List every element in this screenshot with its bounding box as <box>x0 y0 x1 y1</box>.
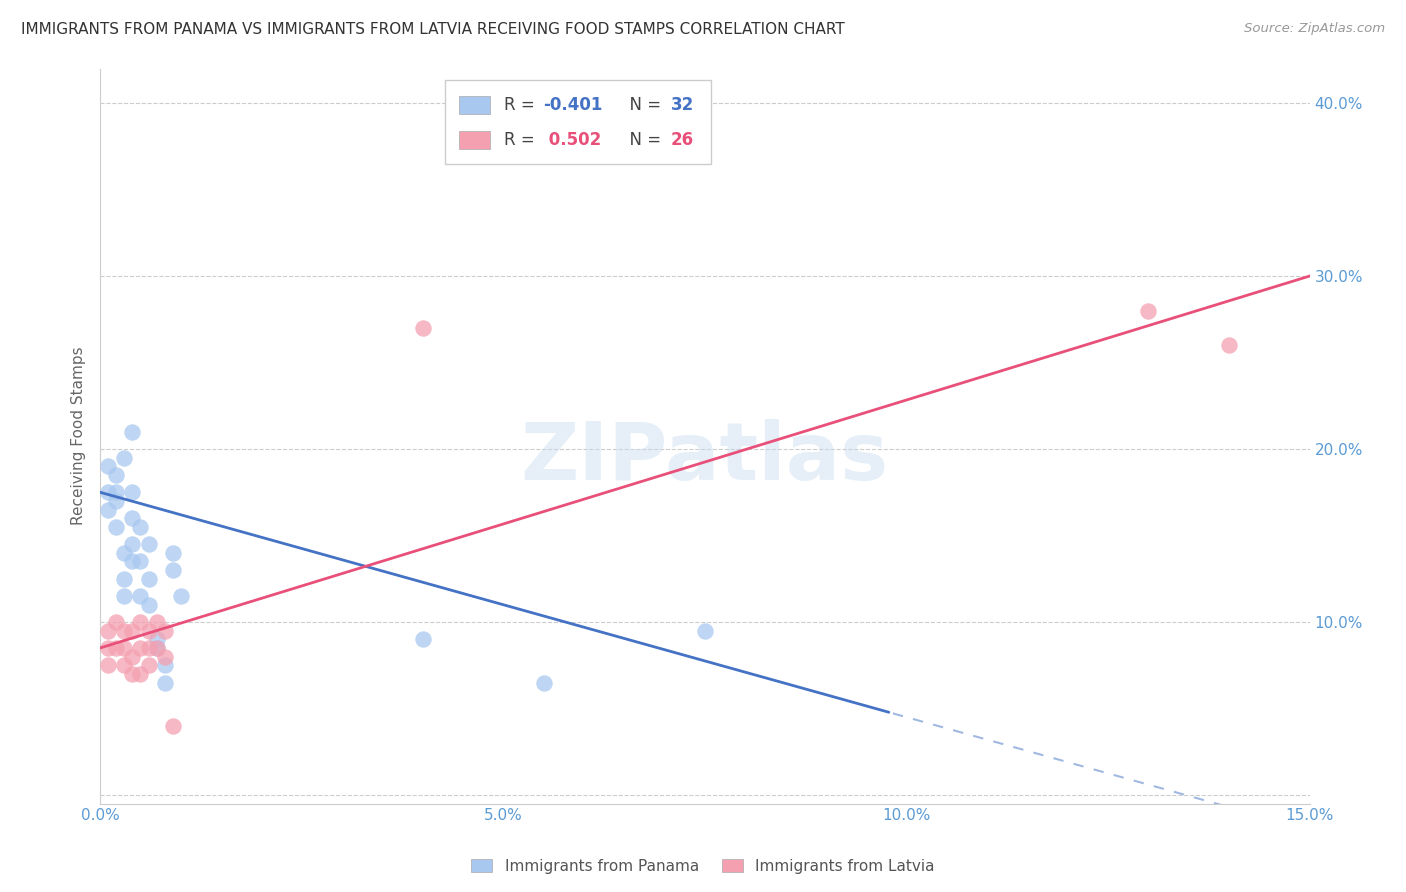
Point <box>533 675 555 690</box>
Point <box>129 554 152 568</box>
Point <box>112 572 135 586</box>
Point <box>153 658 176 673</box>
Text: -0.401: -0.401 <box>543 96 602 114</box>
Point <box>105 467 128 482</box>
Point <box>138 572 160 586</box>
Text: R =: R = <box>505 96 540 114</box>
Point <box>112 546 135 560</box>
Text: IMMIGRANTS FROM PANAMA VS IMMIGRANTS FROM LATVIA RECEIVING FOOD STAMPS CORRELATI: IMMIGRANTS FROM PANAMA VS IMMIGRANTS FRO… <box>21 22 845 37</box>
Text: R =: R = <box>505 131 546 149</box>
Point <box>112 589 135 603</box>
Point <box>97 459 120 474</box>
Text: 26: 26 <box>671 131 695 149</box>
Point <box>105 494 128 508</box>
Point <box>129 640 152 655</box>
FancyBboxPatch shape <box>460 130 489 149</box>
Point <box>129 666 152 681</box>
FancyBboxPatch shape <box>460 96 489 114</box>
Text: Source: ZipAtlas.com: Source: ZipAtlas.com <box>1244 22 1385 36</box>
Point <box>153 675 176 690</box>
Point <box>112 624 135 638</box>
Point <box>693 624 716 638</box>
Point <box>112 640 135 655</box>
Point <box>97 640 120 655</box>
Point <box>162 563 184 577</box>
Point <box>121 425 143 439</box>
Point <box>1218 338 1240 352</box>
Point <box>170 589 193 603</box>
Point <box>138 658 160 673</box>
Point <box>121 649 143 664</box>
Point <box>138 598 160 612</box>
Point <box>129 520 152 534</box>
Point <box>138 640 160 655</box>
Point <box>112 658 135 673</box>
Point <box>97 658 120 673</box>
Point <box>162 719 184 733</box>
Point <box>121 485 143 500</box>
Point <box>1137 303 1160 318</box>
Point <box>121 666 143 681</box>
Point <box>412 321 434 335</box>
Text: N =: N = <box>619 131 666 149</box>
Point <box>138 624 160 638</box>
Text: 32: 32 <box>671 96 695 114</box>
Point <box>145 640 167 655</box>
Point <box>153 624 176 638</box>
Point <box>97 624 120 638</box>
Point <box>105 520 128 534</box>
Point <box>121 624 143 638</box>
FancyBboxPatch shape <box>444 79 711 164</box>
Point <box>105 615 128 629</box>
Point <box>533 148 555 162</box>
Point <box>121 537 143 551</box>
Text: 0.502: 0.502 <box>543 131 600 149</box>
Y-axis label: Receiving Food Stamps: Receiving Food Stamps <box>72 347 86 525</box>
Point <box>121 554 143 568</box>
Point <box>105 485 128 500</box>
Point <box>138 537 160 551</box>
Text: ZIPatlas: ZIPatlas <box>520 419 889 497</box>
Point <box>105 640 128 655</box>
Point <box>129 615 152 629</box>
Point <box>97 502 120 516</box>
Point <box>112 450 135 465</box>
Point <box>145 632 167 647</box>
Legend: Immigrants from Panama, Immigrants from Latvia: Immigrants from Panama, Immigrants from … <box>465 853 941 880</box>
Point <box>412 632 434 647</box>
Point <box>97 485 120 500</box>
Point <box>162 546 184 560</box>
Point <box>121 511 143 525</box>
Text: N =: N = <box>619 96 666 114</box>
Point <box>145 640 167 655</box>
Point <box>153 649 176 664</box>
Point <box>129 589 152 603</box>
Point <box>145 615 167 629</box>
